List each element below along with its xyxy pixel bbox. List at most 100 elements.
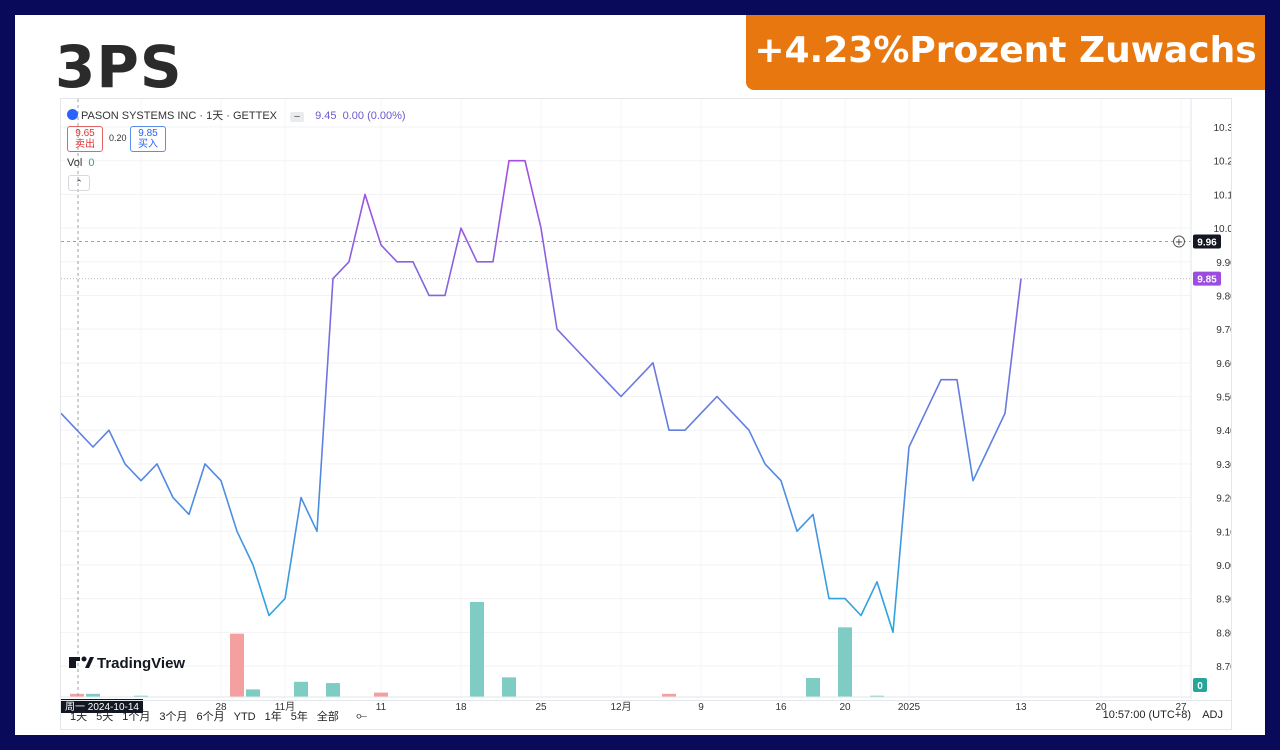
price-chart[interactable]: 8.70 8.80 8.90 9.00 9.10 9.20 9.30 9.40 9.50 9.60…	[61, 99, 1231, 729]
timeframe-3[interactable]: 3个月	[159, 711, 188, 723]
x-tick-label: 9	[698, 702, 704, 713]
y-tick-label: 8.90	[1216, 595, 1231, 606]
volume-bar	[662, 693, 676, 697]
x-tick-label: 2025	[898, 702, 921, 713]
y-tick-label: 8.80	[1216, 628, 1231, 639]
x-tick-label: 11	[376, 702, 387, 713]
grid	[61, 99, 1191, 697]
volume-legend-label: Vol	[67, 157, 83, 169]
timeframe-0[interactable]: 1天	[70, 711, 88, 723]
volume-bar	[294, 681, 308, 697]
volume-bar	[838, 627, 852, 697]
volume-bar	[230, 633, 244, 697]
crosshair-price-label: 9.96	[1197, 238, 1217, 249]
volume-bar	[246, 689, 260, 697]
y-tick-label: 10.00	[1213, 224, 1231, 235]
gain-banner: +4.23%Prozent Zuwachs	[746, 15, 1265, 90]
minus-icon[interactable]: −	[290, 112, 305, 123]
volume-legend: Vol 0	[67, 157, 94, 169]
sell-price: 9.65	[75, 128, 95, 139]
x-tick-label: 13	[1015, 702, 1027, 713]
tradingview-logo-icon-dot	[81, 656, 87, 662]
y-tick-label: 10.20	[1213, 157, 1231, 168]
x-tick-label: 20	[1095, 702, 1107, 713]
last-price: 9.45	[315, 110, 337, 122]
y-tick-label: 9.00	[1216, 561, 1231, 572]
ticker-title: 3PS	[55, 33, 183, 101]
volume-bar	[70, 693, 84, 697]
x-tick-label: 20	[839, 702, 851, 713]
globe-icon	[67, 109, 78, 120]
price-line	[61, 159, 1022, 634]
y-tick-label: 9.40	[1216, 426, 1231, 437]
y-tick-label: 10.10	[1213, 190, 1231, 201]
volume-bar	[806, 678, 820, 697]
tradingview-logo-icon-slash	[85, 657, 94, 668]
price-change: 0.00 (0.00%)	[342, 110, 406, 122]
y-tick-label: 9.50	[1216, 393, 1231, 404]
chart-panel[interactable]: 8.70 8.80 8.90 9.00 9.10 9.20 9.30 9.40 9.50 9.60…	[60, 98, 1232, 730]
volume-bar	[870, 695, 884, 697]
symbol-name: PASON SYSTEMS INC · 1天 · GETTEX	[81, 110, 277, 122]
volume-bar	[502, 677, 516, 697]
timeframe-5[interactable]: YTD	[233, 711, 256, 723]
x-tick-label: 28	[215, 702, 227, 713]
volume-legend-value: 0	[88, 157, 95, 169]
compare-icon[interactable]: ⟜	[355, 707, 368, 723]
x-tick-label: 16	[775, 702, 787, 713]
image-frame: 3PS +4.23%Prozent Zuwachs 8.70 8.80 8.90 9.…	[15, 15, 1265, 735]
volume-bar	[134, 695, 148, 697]
tradingview-logo-icon-bar	[74, 657, 80, 661]
x-tick-label: 25	[535, 702, 547, 713]
x-tick-label: 12月	[610, 701, 631, 713]
sell-label: 卖出	[75, 139, 95, 150]
plus-icon-glyph: +	[1175, 237, 1183, 248]
chevron-up-icon[interactable]: ⌃	[68, 175, 90, 191]
x-tick-label: 18	[455, 702, 467, 713]
volume-marker	[1193, 678, 1207, 692]
y-tick-label: 9.90	[1216, 258, 1231, 269]
timeframe-4[interactable]: 6个月	[196, 711, 225, 723]
x-axis: 12811月11182512月916202025132027周一 2024-10…	[61, 696, 1191, 713]
adj-toggle[interactable]: ADJ	[1202, 709, 1223, 721]
timeframe-6[interactable]: 1年	[264, 711, 282, 723]
timeframe-2[interactable]: 1个月	[122, 711, 151, 723]
buy-price: 9.85	[138, 128, 158, 139]
spread-value: 0.20	[109, 133, 127, 143]
crosshair-date-label: 周一 2024-10-14	[65, 701, 139, 713]
crosshair-date-marker	[61, 699, 143, 713]
x-tick-label: 27	[1175, 702, 1187, 713]
y-tick-label: 9.20	[1216, 494, 1231, 505]
y-tick-label: 9.60	[1216, 359, 1231, 370]
buy-button[interactable]: 9.85 买入	[130, 126, 166, 152]
sell-button[interactable]: 9.65 卖出	[67, 126, 103, 152]
volume-bar	[470, 602, 484, 697]
timeframe-toolbar: 1天 5天 1个月 3个月 6个月 YTD 1年 5年 全部 ⟜ 10:57:00 (UTC+8…	[61, 700, 1231, 729]
y-axis: 8.70 8.80 8.90 9.00 9.10 9.20 9.30 9.40 9.50 9.60…	[1190, 99, 1231, 699]
symbol-legend: PASON SYSTEMS INC · 1天 · GETTEX − 9.45 0…	[67, 107, 406, 123]
tradingview-logo: TradingView	[69, 655, 185, 672]
buy-label: 买入	[138, 139, 158, 150]
tradingview-logo-icon	[69, 657, 76, 668]
tradingview-watermark: TradingView	[97, 655, 185, 672]
timeframe-list: 1天 5天 1个月 3个月 6个月 YTD 1年 5年 全部	[61, 711, 339, 723]
y-tick-label: 10.30	[1213, 123, 1231, 134]
clock-time[interactable]: 10:57:00 (UTC+8)	[1102, 709, 1191, 721]
axis-markers: +9.96 9.85 0	[1173, 234, 1221, 692]
timeframe-7[interactable]: 5年	[290, 711, 308, 723]
y-tick-label: 9.30	[1216, 460, 1231, 471]
plus-icon	[1173, 235, 1185, 248]
timeframe-1[interactable]: 5天	[96, 711, 114, 723]
volume-bar	[326, 683, 340, 697]
y-tick-label: 9.70	[1216, 325, 1231, 336]
last-price-label: 9.85	[1197, 275, 1217, 286]
timeframe-8[interactable]: 全部	[316, 711, 339, 723]
volume-bars	[70, 602, 884, 697]
y-tick-label: 9.10	[1216, 527, 1231, 538]
y-tick-label: 9.80	[1216, 291, 1231, 302]
volume-bar	[374, 692, 388, 697]
y-tick-label: 8.70	[1216, 662, 1231, 673]
crosshair-price-marker	[1193, 234, 1221, 249]
last-price-marker	[1193, 271, 1221, 286]
volume-bar	[86, 693, 100, 697]
